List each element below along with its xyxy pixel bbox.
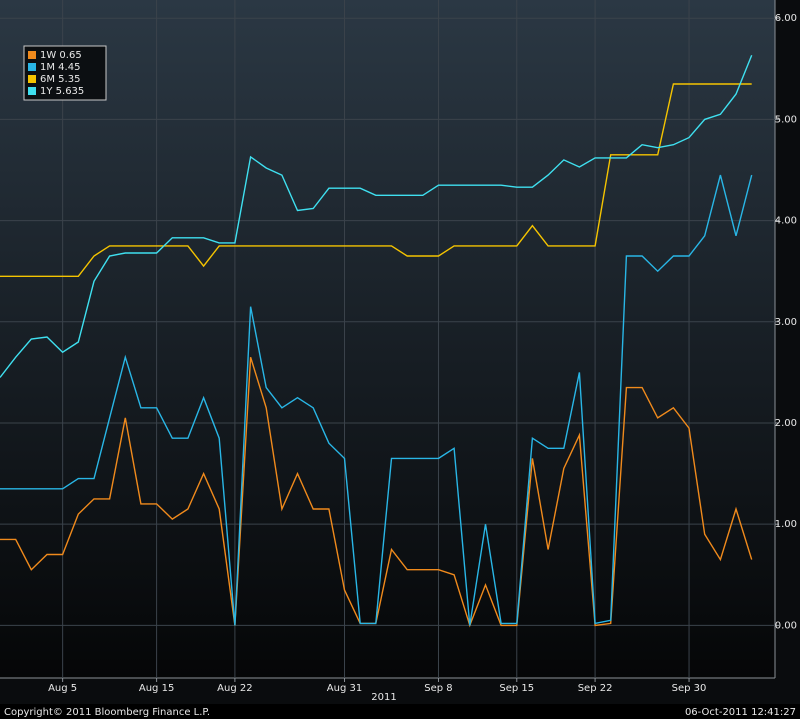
y-tick-label: 6.00 [775, 13, 797, 24]
series-line [0, 83, 752, 277]
series-line [0, 54, 753, 378]
x-axis-strip [0, 678, 775, 704]
copyright: Copyright© 2011 Bloomberg Finance L.P. [4, 707, 210, 718]
timestamp: 06-Oct-2011 12:41:27 [685, 707, 796, 718]
x-tick-label: Sep 30 [672, 683, 707, 694]
x-tick-label: Sep 15 [499, 683, 534, 694]
legend-swatch [28, 51, 36, 59]
y-tick-label: 0.00 [775, 620, 797, 631]
x-tick-label: Aug 15 [139, 683, 174, 694]
x-tick-label: Aug 5 [48, 683, 77, 694]
legend-label: 1W 0.65 [40, 50, 82, 61]
series-line [0, 174, 753, 626]
legend-label: 1M 4.45 [40, 62, 80, 73]
x-axis-label: 2011 [371, 692, 396, 703]
y-tick-label: 2.00 [775, 418, 797, 429]
y-tick-label: 3.00 [775, 317, 797, 328]
footer [0, 704, 800, 719]
plot-background [0, 0, 775, 678]
x-tick-label: Sep 22 [578, 683, 613, 694]
y-tick-label: 4.00 [775, 216, 797, 227]
legend-swatch [28, 87, 36, 95]
x-tick-label: Sep 8 [424, 683, 452, 694]
y-tick-label: 1.00 [775, 519, 797, 530]
legend-box [23, 45, 107, 101]
x-tick-label: Aug 31 [327, 683, 362, 694]
axis-strip [775, 0, 800, 704]
y-tick-label: 5.00 [775, 114, 797, 125]
legend-label: 6M 5.35 [40, 74, 80, 85]
x-tick-label: Aug 22 [217, 683, 252, 694]
legend-label: 1Y 5.635 [40, 86, 84, 97]
legend-swatch [28, 63, 36, 71]
legend-swatch [28, 75, 36, 83]
